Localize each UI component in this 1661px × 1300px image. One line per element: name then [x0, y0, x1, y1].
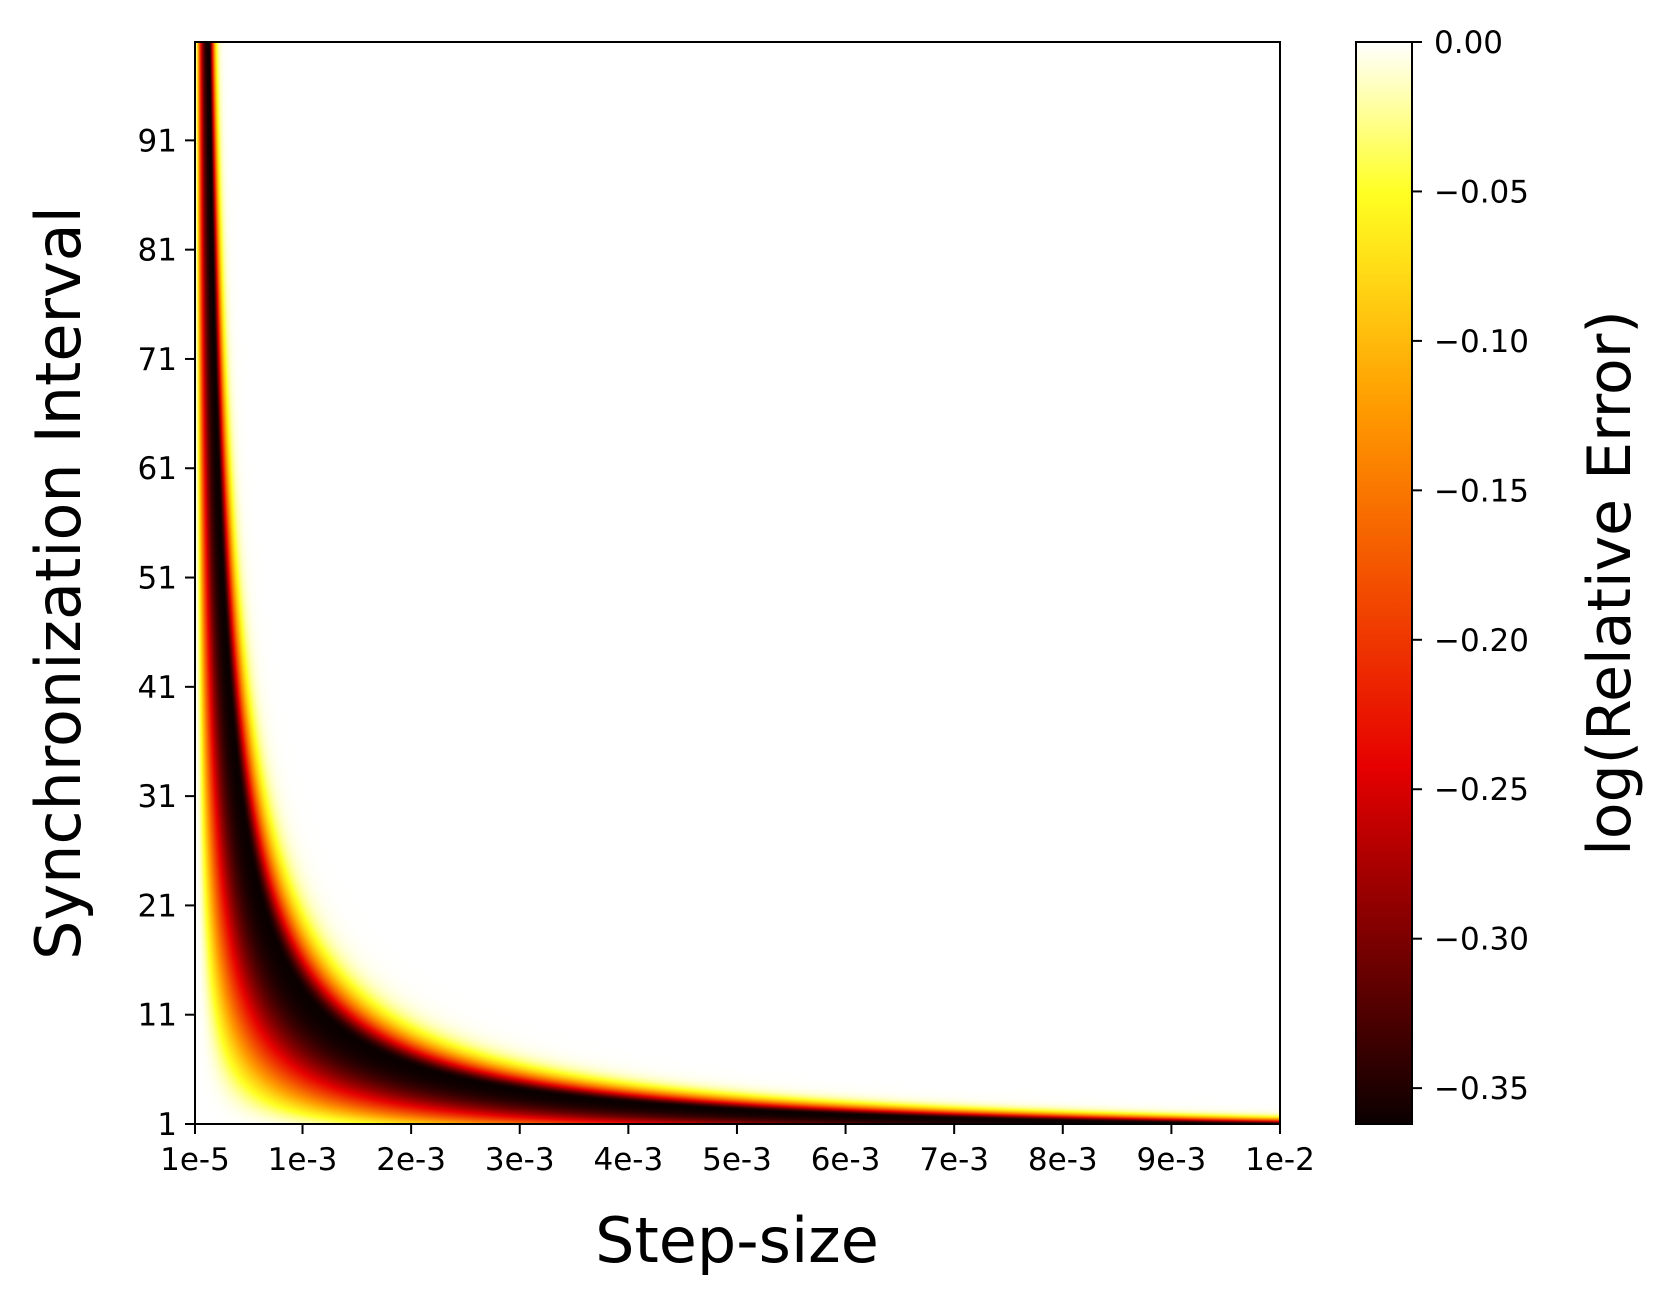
- colorbar-tick-label: −0.30: [1434, 922, 1529, 958]
- x-tick-label: 2e-3: [376, 1142, 446, 1178]
- y-tick-label: 31: [138, 779, 177, 815]
- y-tick-label: 21: [138, 888, 177, 924]
- colorbar-tick-label: 0.00: [1434, 25, 1503, 61]
- colorbar-tick-label: −0.25: [1434, 772, 1529, 808]
- x-tick-label: 8e-3: [1028, 1142, 1098, 1178]
- y-tick-label: 1: [157, 1107, 177, 1143]
- colorbar-tick-label: −0.10: [1434, 324, 1529, 360]
- x-tick-label: 7e-3: [919, 1142, 989, 1178]
- y-tick-label: 71: [138, 342, 177, 378]
- x-axis-ticks: 1e-5 1e-3 2e-3 3e-3 4e-3 5e-3 6e-3 7e-3 8e-3 9e-3…: [160, 1124, 1315, 1178]
- heatmap-image: [195, 42, 1280, 1124]
- colorbar-tick-label: −0.35: [1434, 1071, 1529, 1107]
- y-tick-label: 91: [138, 123, 177, 159]
- y-tick-label: 51: [138, 561, 177, 597]
- colorbar-tick-label: −0.05: [1434, 174, 1529, 210]
- x-tick-label: 3e-3: [485, 1142, 555, 1178]
- x-tick-label: 9e-3: [1137, 1142, 1207, 1178]
- heatmap-raster: [195, 42, 1280, 1124]
- x-tick-label: 1e-3: [268, 1142, 338, 1178]
- y-tick-label: 41: [138, 670, 177, 706]
- colorbar: [1355, 41, 1413, 1125]
- y-axis-title: Synchronization Interval: [22, 206, 95, 960]
- x-axis-title: Step-size: [595, 1204, 879, 1277]
- colorbar-tick-label: −0.20: [1434, 623, 1529, 659]
- y-tick-label: 81: [138, 233, 177, 269]
- x-tick-label: 6e-3: [811, 1142, 881, 1178]
- x-tick-label: 4e-3: [593, 1142, 663, 1178]
- colorbar-title: log(Relative Error): [1575, 310, 1645, 856]
- colorbar-tick-label: −0.15: [1434, 473, 1529, 509]
- x-tick-label: 5e-3: [702, 1142, 772, 1178]
- x-tick-label: 1e-5: [160, 1142, 230, 1178]
- colorbar-ticks: 0.00 −0.05 −0.10 −0.15 −0.20 −0.25 −0.30 −0.35: [1412, 25, 1529, 1107]
- y-tick-label: 61: [138, 451, 177, 487]
- x-tick-label: 1e-2: [1245, 1142, 1315, 1178]
- y-tick-label: 11: [138, 998, 177, 1034]
